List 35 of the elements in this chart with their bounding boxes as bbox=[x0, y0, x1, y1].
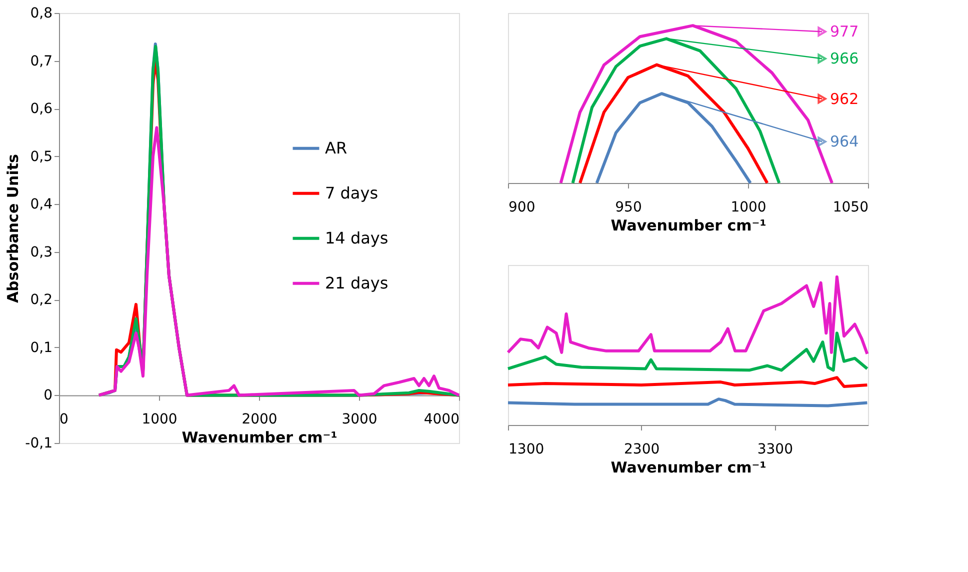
x-tick-label: 2300 bbox=[624, 442, 660, 458]
y-tick-label: 0,6 bbox=[30, 101, 53, 118]
y-tick-label: 0,5 bbox=[30, 148, 52, 165]
annotation: 977 bbox=[830, 22, 859, 41]
annotation: 966 bbox=[830, 50, 859, 68]
y-tick-label: 0,7 bbox=[30, 53, 52, 70]
y-tick-label: 0,4 bbox=[30, 196, 53, 213]
x-tick-label: 3000 bbox=[342, 412, 378, 428]
x-tick-label: 1050 bbox=[832, 200, 868, 216]
x-tick-label: 950 bbox=[615, 200, 642, 216]
x-axis-title: Wavenumber cm⁻¹ bbox=[182, 428, 338, 447]
y-tick-label: -0,1 bbox=[25, 436, 52, 452]
x-axis-title: Wavenumber cm⁻¹ bbox=[610, 216, 766, 234]
x-axis-title: Wavenumber cm⁻¹ bbox=[610, 458, 766, 476]
x-tick-label: 1300 bbox=[508, 442, 544, 458]
legend-label: 14 days bbox=[325, 228, 388, 248]
legend-label: AR bbox=[325, 138, 348, 158]
y-axis-title: Absorbance Units bbox=[4, 154, 22, 303]
annotation: 962 bbox=[830, 90, 859, 108]
y-tick-label: 0,3 bbox=[30, 244, 52, 260]
x-tick-label: 2000 bbox=[242, 412, 278, 428]
line-series bbox=[98, 126, 460, 397]
y-tick-label: 0,2 bbox=[30, 292, 52, 308]
x-tick-label: 1000 bbox=[142, 412, 178, 428]
x-tick-label: 0 bbox=[60, 412, 68, 428]
x-tick-label: 4000 bbox=[424, 412, 460, 428]
legend-label: 7 days bbox=[325, 183, 378, 202]
legend-label: 21 days bbox=[325, 273, 388, 292]
annotation: 964 bbox=[830, 132, 859, 151]
x-tick-label: 3300 bbox=[757, 442, 793, 458]
y-tick-label: 0,1 bbox=[30, 340, 52, 356]
x-tick-label: 900 bbox=[508, 200, 536, 216]
y-tick-label: 0,8 bbox=[30, 6, 52, 22]
y-tick-label: 0 bbox=[44, 388, 52, 404]
x-tick-label: 1000 bbox=[730, 200, 766, 216]
